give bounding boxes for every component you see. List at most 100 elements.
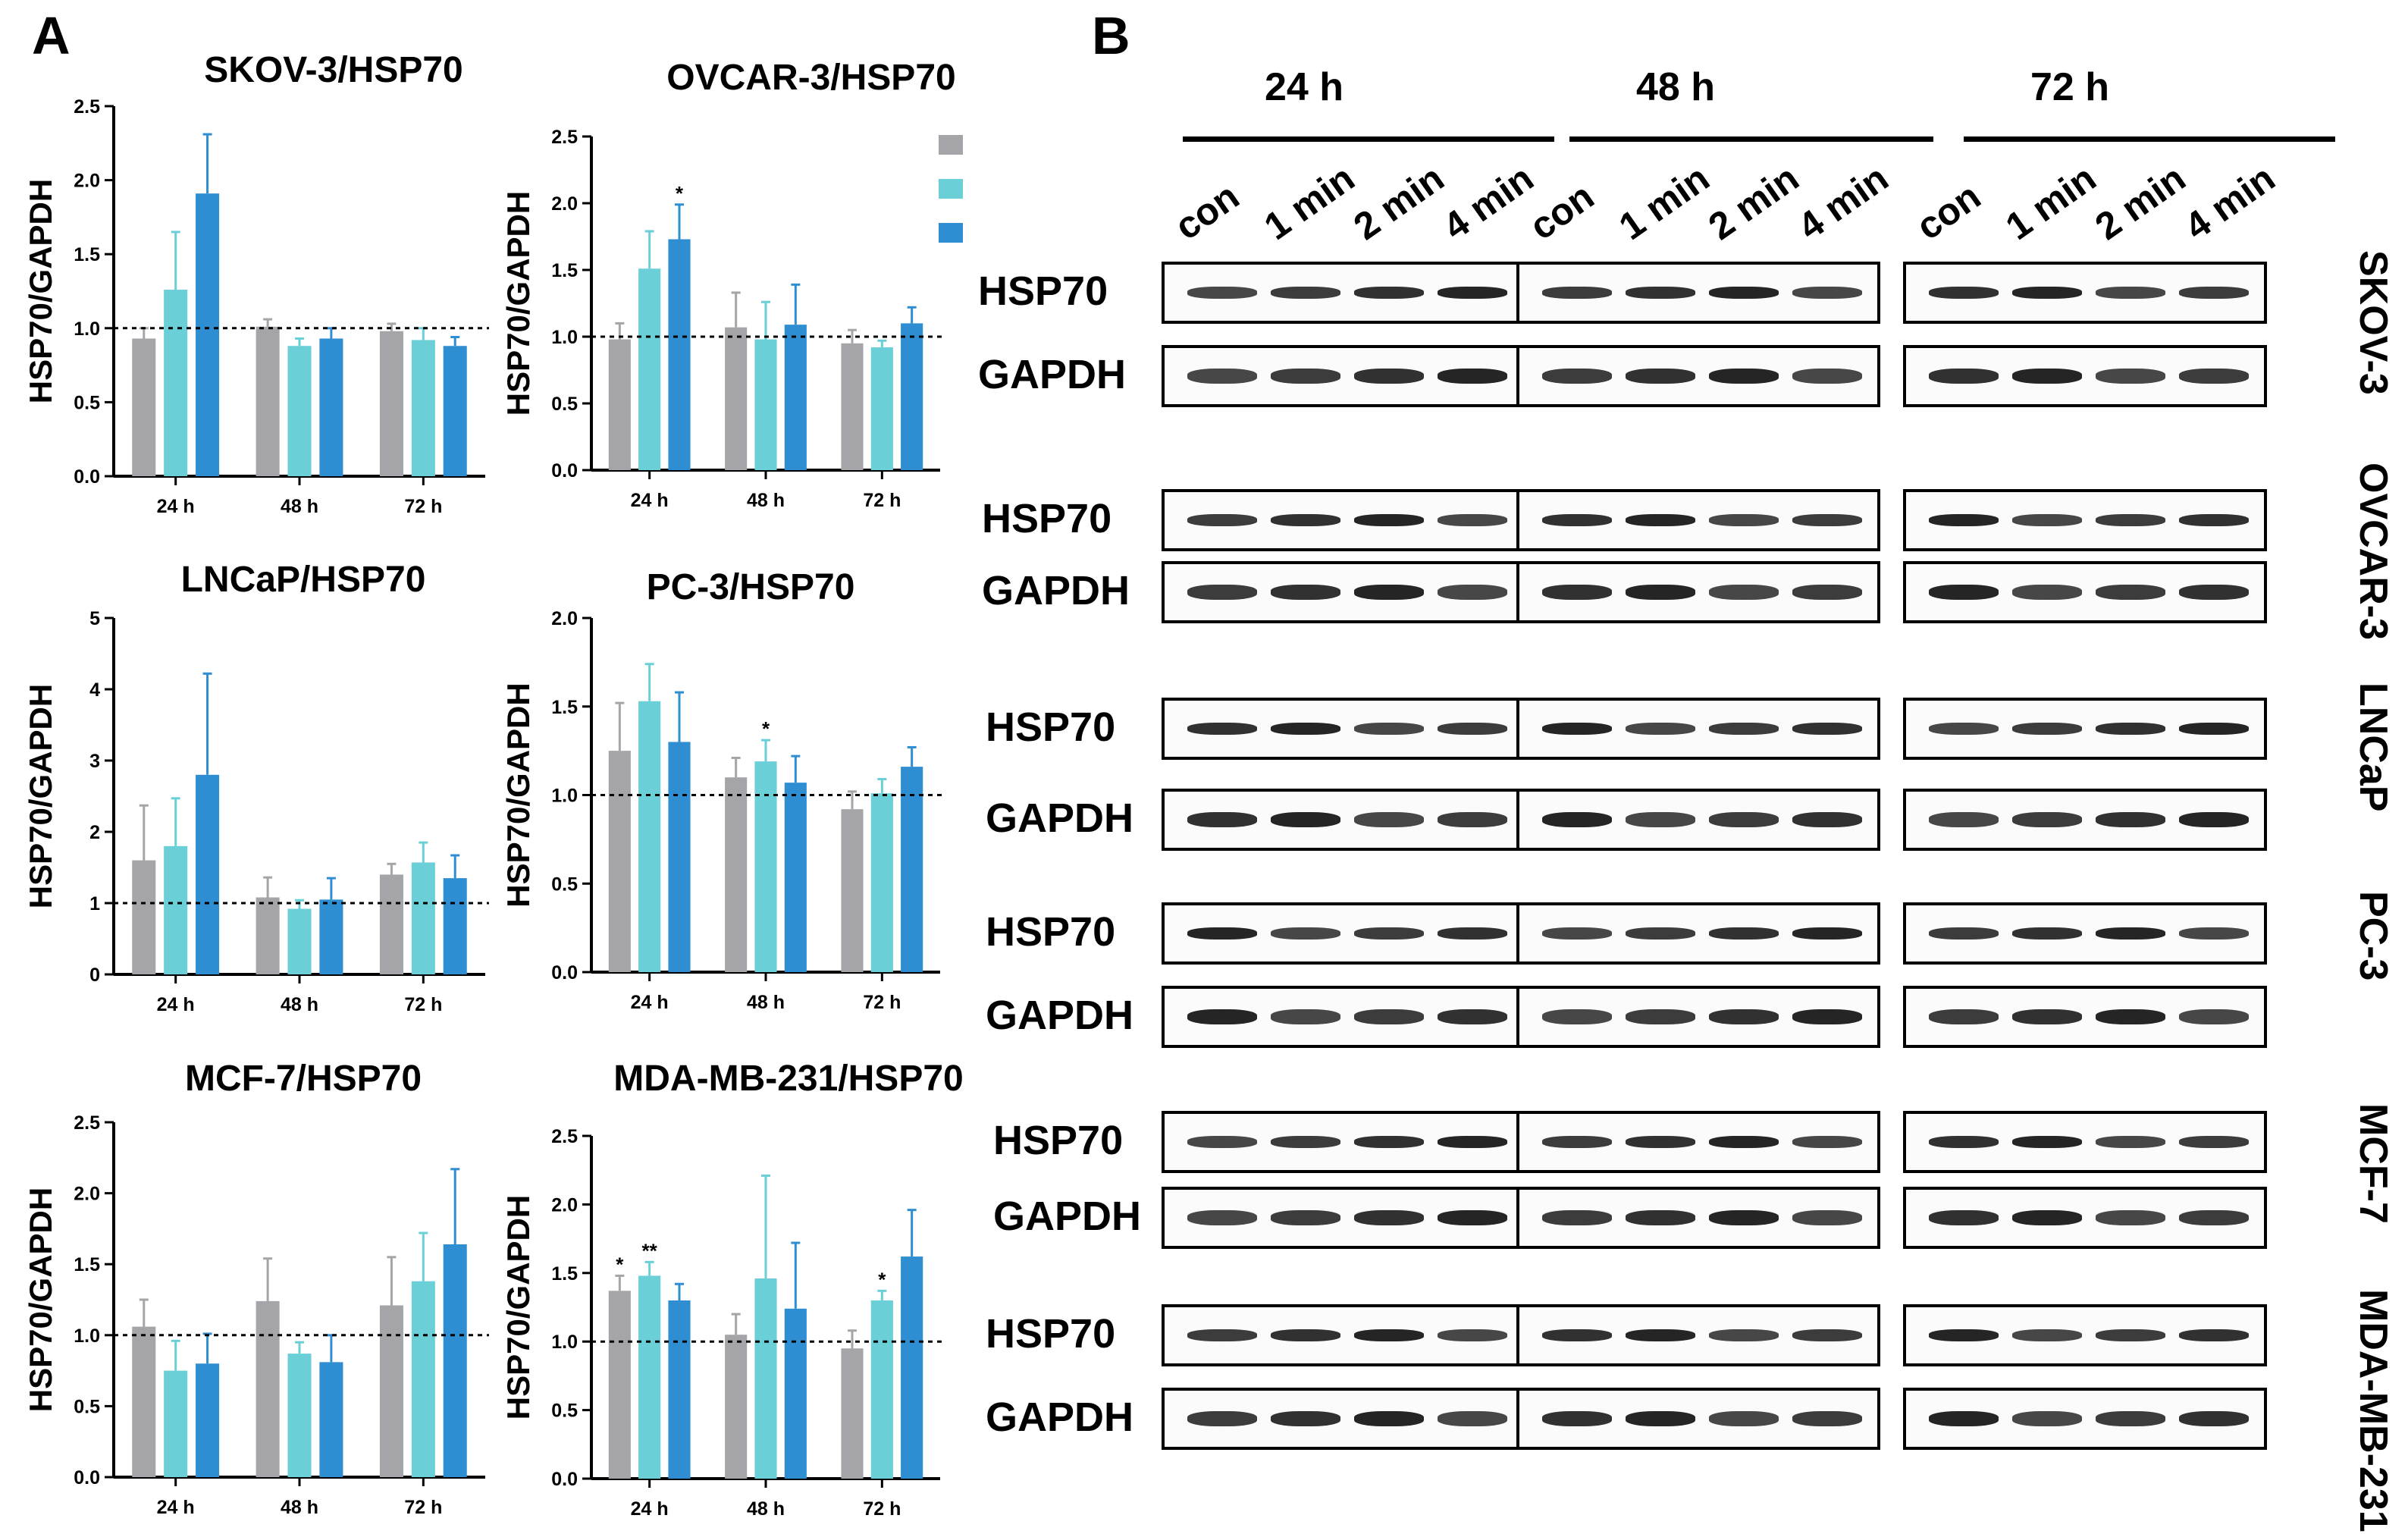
bar-chart: MCF-7/HSP70 HSP70/GAPDH 0.0 0.5 1.0 1.5 2.0 2.5…	[23, 1059, 489, 1518]
blot-strip	[1903, 698, 2267, 760]
blot-band	[2012, 812, 2082, 827]
blot-band	[1271, 369, 1340, 384]
bar	[668, 1300, 691, 1479]
blot-strip	[1516, 902, 1880, 965]
blot-band	[1709, 723, 1779, 735]
y-tick-label: 1.5	[74, 1254, 100, 1275]
blot-band	[2096, 514, 2165, 526]
blot-band	[1709, 1411, 1779, 1426]
bar	[196, 193, 220, 476]
bar-charts-panel: SKOV-3/HSP70 HSP70/GAPDH 0.0 0.5 1.0 1.5 2.0 2.…	[23, 50, 963, 1520]
blot-strip	[1903, 1111, 2267, 1173]
bar	[196, 1363, 220, 1477]
blot-band	[1709, 927, 1779, 940]
blot-band	[1792, 514, 1862, 526]
bar	[379, 1305, 403, 1477]
bar	[901, 1256, 923, 1479]
blot-band	[2179, 723, 2249, 735]
panel-a-label: A	[32, 6, 71, 65]
blot-cell-line-label: SKOV-3	[2351, 250, 2395, 395]
significance-mark: *	[878, 1268, 886, 1291]
blot-band	[2012, 1009, 2082, 1024]
y-tick-label: 1.5	[74, 244, 100, 265]
bar	[132, 1326, 156, 1477]
legend-swatch	[939, 223, 963, 243]
blot-row-label: HSP70	[986, 1311, 1116, 1357]
blot-band	[1709, 1210, 1779, 1225]
y-tick-label: 1.5	[551, 697, 578, 718]
y-tick-label: 0.5	[551, 874, 578, 895]
blot-band	[2012, 369, 2082, 384]
blot-band	[1929, 1411, 1999, 1426]
blot-band	[1438, 369, 1507, 384]
blot-band	[1542, 927, 1612, 940]
blot-strip	[1162, 698, 1525, 760]
y-tick-label: 2	[89, 822, 100, 843]
blot-band	[2179, 1411, 2249, 1426]
blot-band	[2179, 369, 2249, 384]
blot-band	[1929, 1329, 1999, 1341]
x-tick-label: 24 h	[157, 496, 195, 517]
blot-band	[2012, 927, 2082, 940]
blot-band	[1187, 1009, 1257, 1024]
x-tick-label: 48 h	[281, 1497, 318, 1518]
blot-band	[2179, 287, 2249, 299]
blot-strip	[1903, 1388, 2267, 1450]
blot-band	[2179, 585, 2249, 600]
legend-swatch	[939, 179, 963, 199]
blot-time-header: 24 h	[1264, 65, 1344, 109]
blot-band	[2179, 514, 2249, 526]
y-tick-label: 0.0	[551, 1469, 578, 1490]
blot-band	[1438, 514, 1507, 526]
blot-time-header: 48 h	[1635, 65, 1716, 109]
y-tick-label: 4	[89, 679, 100, 701]
bar-chart: OVCAR-3/HSP70 HSP70/GAPDH 0.0 0.5 1.0 1.5 2.0 2…	[500, 58, 963, 511]
blot-band	[1354, 1411, 1424, 1426]
blot-band	[1626, 1009, 1695, 1024]
chart-title: SKOV-3/HSP70	[204, 50, 462, 90]
blot-band	[1709, 1009, 1779, 1024]
blot-lane-label: 4 min	[1790, 156, 1896, 249]
blot-strip	[1516, 986, 1880, 1048]
blot-strip	[1162, 345, 1525, 407]
blot-band	[1187, 514, 1257, 526]
y-tick-label: 1.5	[551, 1263, 578, 1285]
blot-row-label: HSP70	[982, 496, 1112, 541]
blot-band	[1542, 369, 1612, 384]
bar	[725, 327, 748, 470]
x-tick-label: 24 h	[631, 1498, 669, 1520]
bar	[132, 338, 156, 476]
blot-band	[1626, 585, 1695, 600]
y-tick-label: 1	[89, 893, 100, 914]
blot-band	[1929, 927, 1999, 940]
bar	[319, 899, 343, 974]
x-tick-label: 72 h	[404, 994, 442, 1015]
bar	[164, 290, 188, 476]
blot-cell-line-label: MCF-7	[2351, 1103, 2395, 1224]
x-tick-label: 72 h	[404, 1497, 442, 1518]
blot-band	[1709, 812, 1779, 827]
blot-time-rule	[1569, 136, 1933, 142]
y-tick-label: 2.5	[74, 1112, 100, 1134]
blot-band	[1626, 514, 1695, 526]
bar	[443, 1244, 467, 1477]
y-tick-label: 1.0	[551, 1332, 578, 1353]
blot-band	[2012, 723, 2082, 735]
blot-band	[2096, 1136, 2165, 1148]
blot-band	[1271, 812, 1340, 827]
blot-band	[2012, 1411, 2082, 1426]
y-axis-label: HSP70/GAPDH	[500, 1195, 536, 1419]
blot-band	[1542, 1009, 1612, 1024]
blot-band	[1542, 585, 1612, 600]
blot-band	[2096, 287, 2165, 299]
blot-band	[1354, 812, 1424, 827]
blot-strip	[1516, 1388, 1880, 1450]
chart-title: LNCaP/HSP70	[181, 560, 426, 600]
y-tick-label: 1.0	[74, 1325, 100, 1347]
blot-band	[1792, 723, 1862, 735]
bar	[725, 1335, 748, 1479]
blot-strip	[1903, 1187, 2267, 1249]
blot-row-label: GAPDH	[986, 795, 1134, 841]
blot-row-label: GAPDH	[982, 568, 1130, 613]
bar	[901, 767, 923, 972]
